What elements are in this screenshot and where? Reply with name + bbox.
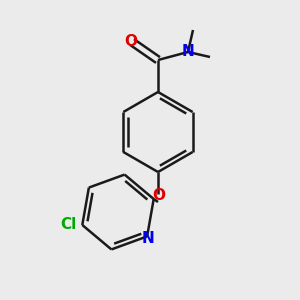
Text: Cl: Cl xyxy=(60,218,76,232)
Text: O: O xyxy=(152,188,166,202)
Text: N: N xyxy=(142,231,154,246)
Text: N: N xyxy=(182,44,194,59)
Text: O: O xyxy=(124,34,137,49)
